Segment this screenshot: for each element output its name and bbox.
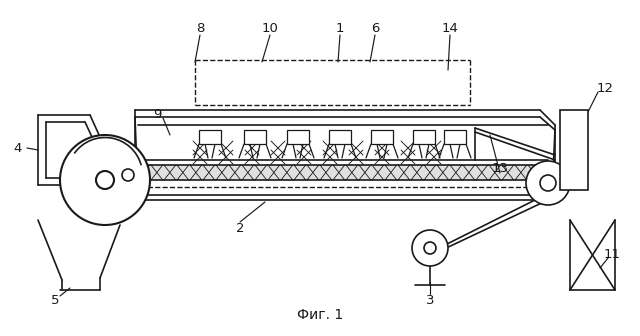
- Circle shape: [122, 169, 134, 181]
- Text: 13: 13: [492, 162, 509, 174]
- Text: 12: 12: [596, 82, 614, 94]
- Circle shape: [60, 135, 150, 225]
- Text: 2: 2: [236, 221, 244, 235]
- Bar: [329, 130, 351, 144]
- Circle shape: [526, 161, 570, 205]
- Bar: [371, 130, 393, 144]
- Bar: [413, 130, 435, 144]
- Text: 10: 10: [262, 22, 278, 35]
- Bar: [199, 130, 221, 144]
- Text: 3: 3: [426, 294, 435, 306]
- Bar: [560, 110, 588, 190]
- Bar: [444, 130, 466, 144]
- Text: 4: 4: [14, 141, 22, 155]
- Bar: [287, 130, 309, 144]
- Text: 5: 5: [51, 294, 60, 306]
- Text: 11: 11: [604, 249, 621, 261]
- Bar: [138, 165, 548, 180]
- Text: 9: 9: [153, 109, 161, 122]
- Text: Фиг. 1: Фиг. 1: [297, 308, 343, 322]
- Text: 1: 1: [336, 22, 344, 35]
- Bar: [244, 130, 266, 144]
- Text: 6: 6: [371, 22, 379, 35]
- Text: 8: 8: [196, 22, 204, 35]
- Text: 14: 14: [442, 22, 458, 35]
- Circle shape: [412, 230, 448, 266]
